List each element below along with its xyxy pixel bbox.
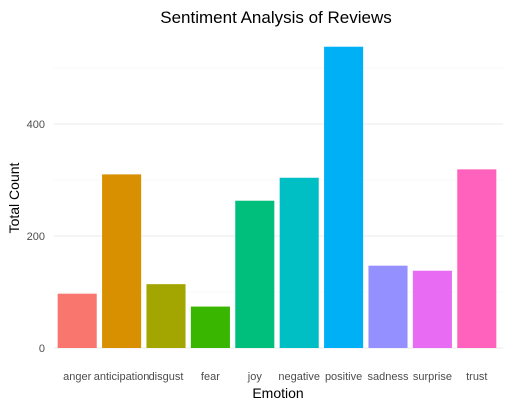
y-axis-title: Total Count xyxy=(6,162,22,233)
x-tick-label-fear: fear xyxy=(201,371,220,383)
x-axis-title: Emotion xyxy=(252,385,303,401)
bar-sadness xyxy=(368,265,408,348)
bar-surprise xyxy=(412,270,452,348)
y-tick-label: 200 xyxy=(27,231,45,243)
bar-positive xyxy=(324,46,364,348)
x-tick-label-anticipation: anticipation xyxy=(94,371,150,383)
bar-joy xyxy=(235,200,275,348)
y-tick-label: 400 xyxy=(27,119,45,131)
bar-fear xyxy=(190,306,230,348)
bars-layer xyxy=(57,46,497,348)
x-tick-label-positive: positive xyxy=(325,371,362,383)
x-tick-label-negative: negative xyxy=(278,371,320,383)
y-axis-ticks: 0 200 400 xyxy=(27,119,45,355)
chart-title: Sentiment Analysis of Reviews xyxy=(160,8,392,27)
bar-disgust xyxy=(146,284,186,348)
bar-anger xyxy=(57,293,97,348)
x-tick-label-sadness: sadness xyxy=(368,371,409,383)
x-tick-label-trust: trust xyxy=(466,371,487,383)
x-tick-label-surprise: surprise xyxy=(413,371,452,383)
bar-negative xyxy=(279,177,319,348)
x-axis-ticks: anger anticipation disgust fear joy negative p… xyxy=(63,371,487,383)
x-tick-label-joy: joy xyxy=(247,371,263,383)
x-tick-label-anger: anger xyxy=(63,371,91,383)
bar-trust xyxy=(457,169,497,348)
y-tick-label: 0 xyxy=(39,343,45,355)
x-tick-label-disgust: disgust xyxy=(149,371,184,383)
bar-anticipation xyxy=(102,174,142,348)
